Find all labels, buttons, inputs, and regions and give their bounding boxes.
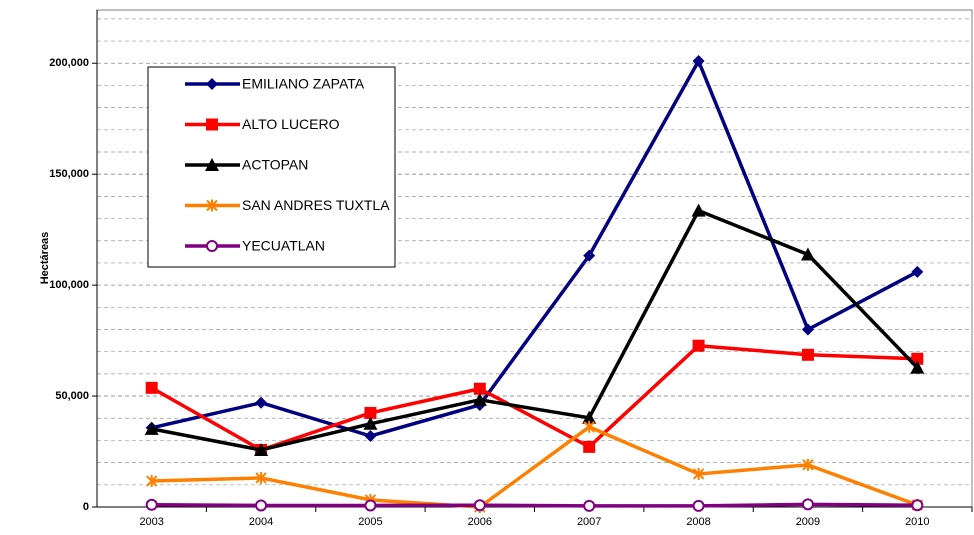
legend-label: ACTOPAN [242,157,308,173]
marker [473,382,486,395]
marker [911,499,924,512]
marker [255,499,268,512]
marker [582,410,597,424]
series-line [151,208,919,452]
legend-label: SAN ANDRES TUXTLA [242,197,390,213]
marker [802,458,814,471]
marker [911,352,924,365]
series-line [151,502,918,508]
y-tick-label: 0 [83,501,89,513]
x-tick-label: 2003 [139,516,163,528]
x-tick-label: 2005 [358,516,382,528]
marker [911,265,924,278]
legend-label: ALTO LUCERO [242,116,340,132]
marker [692,467,705,480]
y-tick-label: 50,000 [55,390,89,402]
marker [801,498,814,511]
marker [145,381,158,394]
x-tick-label: 2007 [577,516,601,528]
marker [206,240,218,252]
y-tick-label: 100,000 [49,279,89,291]
marker [910,360,925,374]
x-tick-label: 2008 [686,516,710,528]
marker [255,471,267,484]
x-tick-label: 2006 [468,516,492,528]
series-line [151,59,919,438]
marker [800,247,815,261]
marker [205,158,219,171]
series-line [150,343,918,452]
legend-label: EMILIANO ZAPATA [242,76,365,92]
x-tick-label: 2009 [796,516,820,528]
y-axis-label: Hectáreas [39,232,51,285]
marker [472,392,487,406]
marker [364,499,377,512]
marker [145,498,158,511]
y-tick-label: 150,000 [49,168,89,180]
marker [144,421,159,435]
marker [583,440,596,453]
marker [364,406,377,419]
legend-label: YECUATLAN [242,238,325,254]
y-tick-label: 200,000 [49,57,89,69]
marker [692,499,705,512]
marker [473,499,486,512]
marker [255,396,268,409]
series-line [151,425,918,509]
marker [583,499,596,512]
legend-box [147,66,396,268]
x-tick-label: 2010 [905,516,929,528]
marker [583,249,596,262]
marker [692,55,705,68]
marker [692,339,705,352]
marker [206,78,218,90]
marker [254,442,269,456]
marker [364,430,377,442]
marker [145,475,158,488]
marker [206,199,218,212]
marker [583,420,595,433]
marker [363,416,378,430]
legend: EMILIANO ZAPATA ALTO LUCERO ACTOPAN SAN AND… [147,66,396,268]
marker [206,118,218,131]
marker [801,348,814,361]
marker [801,323,814,336]
x-tick-label: 2004 [249,516,273,528]
marker [691,203,706,217]
